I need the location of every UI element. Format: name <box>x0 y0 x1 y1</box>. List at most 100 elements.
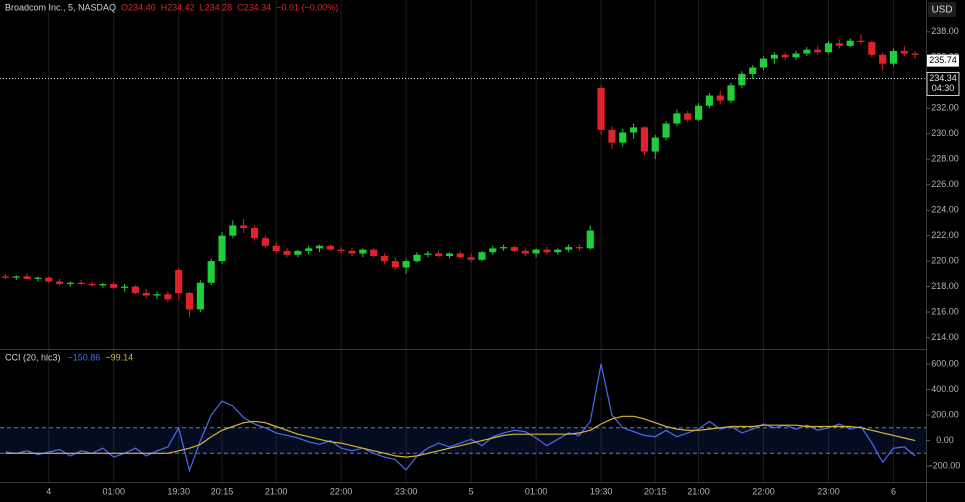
candle-body <box>489 248 497 253</box>
candle-body <box>759 58 768 68</box>
x-tick-label: 20:15 <box>644 486 667 496</box>
candle-body <box>889 50 898 64</box>
currency[interactable]: USD <box>931 5 952 16</box>
y-tick-label: 228.00 <box>931 154 959 164</box>
candle-body <box>478 252 486 260</box>
candle-body <box>673 113 681 124</box>
candle-body <box>120 286 129 288</box>
y-tick-label: 226.00 <box>931 179 959 189</box>
y-tick-label: 230.00 <box>931 128 959 138</box>
candle-body <box>554 249 562 253</box>
countdown: 04:30 <box>932 83 955 93</box>
candle-body <box>900 50 908 54</box>
y-tick-label: 222.00 <box>931 230 959 240</box>
x-tick-label: 01:00 <box>102 486 125 496</box>
grid <box>48 0 895 482</box>
candle-body <box>651 137 659 152</box>
candle-body <box>99 284 107 286</box>
y-tick-label: 0.00 <box>936 435 954 445</box>
candle-body <box>824 43 833 53</box>
x-tick-label: 5 <box>469 486 474 496</box>
y-tick-label: 400.00 <box>931 384 959 394</box>
candle-body <box>142 292 150 296</box>
candle-body <box>207 261 215 283</box>
y-tick-label: 238.00 <box>931 26 959 36</box>
candle-body <box>716 95 724 101</box>
candle-body <box>12 276 20 278</box>
candle-body <box>749 67 757 74</box>
last-price-label: 234.34 <box>929 73 957 83</box>
candle-body <box>662 123 670 138</box>
x-tick-label: 22:00 <box>330 486 353 496</box>
y-tick-label: 216.00 <box>931 306 959 316</box>
candle-body <box>250 227 259 239</box>
axes: 4 01:00 19:30 20:15 21:00 22:00 23:00 5 01:00 19:… <box>46 26 960 496</box>
candle-body <box>272 245 280 251</box>
candle-body <box>586 230 594 249</box>
candle-body <box>175 270 183 293</box>
band-fill <box>0 427 926 454</box>
y-tick-label: 224.00 <box>931 205 959 215</box>
candle-body <box>294 250 302 255</box>
x-tick-label: 20:15 <box>211 486 234 496</box>
y-tick-label: 214.00 <box>931 332 959 342</box>
x-tick-label: 01:00 <box>525 486 548 496</box>
candle-body <box>738 73 746 86</box>
currency-button[interactable] <box>928 2 956 17</box>
indicator-value: −99.14 <box>105 352 133 362</box>
candle-body <box>868 42 876 55</box>
candle-body <box>185 292 194 310</box>
candle-body <box>543 249 551 253</box>
x-tick-label: 19:30 <box>167 486 190 496</box>
y-tick-label: 232.00 <box>931 103 959 113</box>
candle-body <box>630 127 638 133</box>
candle-body <box>153 294 161 296</box>
candle-body <box>803 49 811 54</box>
candle-body <box>510 247 519 251</box>
candle-body <box>640 127 648 152</box>
candle-body <box>131 286 139 293</box>
candle-body <box>911 53 919 55</box>
candle-body <box>337 249 345 251</box>
candle-body <box>770 54 778 59</box>
candle-body <box>34 277 42 279</box>
candle-body <box>88 284 96 286</box>
indicator-value: −150.86 <box>68 352 101 362</box>
plot <box>0 34 926 473</box>
y-tick-label: 218.00 <box>931 281 959 291</box>
candle-body <box>283 250 291 255</box>
crosshair-label: 235.74 <box>929 55 957 65</box>
candle-body <box>857 40 865 43</box>
candle-body <box>380 256 389 262</box>
candle-body <box>348 250 356 254</box>
candle-body <box>196 282 204 310</box>
candle-body <box>846 40 854 46</box>
candle-body <box>435 253 443 257</box>
candle-body <box>781 54 789 58</box>
candle-body <box>23 276 31 279</box>
x-tick-label: 21:00 <box>265 486 288 496</box>
x-tick-label: 22:00 <box>752 486 775 496</box>
x-tick-label: 19:30 <box>590 486 613 496</box>
indicator-line <box>5 363 916 473</box>
x-tick-label: 23:00 <box>817 486 840 496</box>
candle-body <box>575 247 584 249</box>
ohlc-value: O234.40 <box>121 2 156 12</box>
candle-body <box>424 253 432 255</box>
candle-body <box>727 85 735 101</box>
candle-body <box>370 249 378 257</box>
candle-body <box>315 245 324 249</box>
x-tick-label: 6 <box>891 486 896 496</box>
candle-body <box>597 87 605 130</box>
ohlc-value: C234.34 <box>237 2 271 12</box>
candle-body <box>445 253 454 257</box>
ohlc-value: L234.28 <box>200 2 233 12</box>
candle-body <box>77 282 85 285</box>
y-tick-label: -200.00 <box>930 460 961 470</box>
candle-body <box>500 247 508 249</box>
y-tick-label: 220.00 <box>931 255 959 265</box>
candle-body <box>684 113 692 120</box>
